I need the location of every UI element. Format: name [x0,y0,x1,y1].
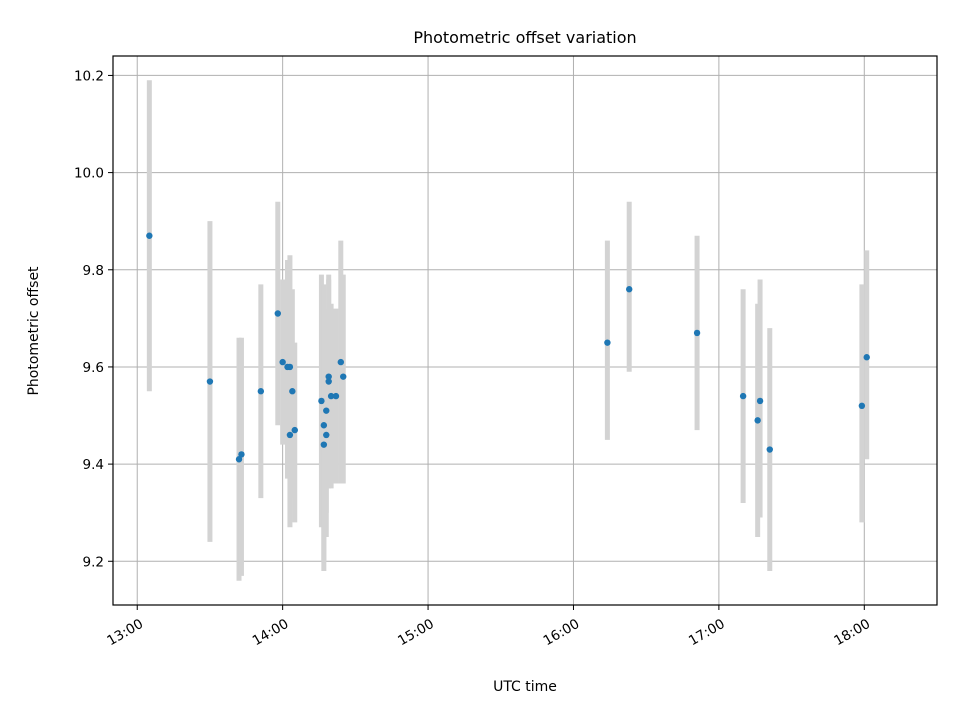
y-tick-label: 9.6 [83,360,104,376]
data-point [604,339,611,346]
data-point [325,373,332,380]
data-points [146,232,870,463]
data-point [291,426,298,434]
data-point [320,422,328,429]
data-point [286,363,294,371]
data-point [766,446,773,453]
data-point [323,407,330,414]
data-point [320,441,328,448]
plot-frame [112,55,938,606]
data-point [754,417,761,424]
data-point [238,451,245,458]
x-axis-label: UTC time [493,679,557,695]
data-point [626,286,633,293]
data-point [756,397,764,405]
data-point [274,310,281,317]
data-point [146,232,153,239]
data-point [858,402,866,410]
data-point [318,397,325,405]
data-point [325,378,332,385]
data-point [739,392,747,400]
data-point [206,378,214,385]
data-point [863,354,870,361]
data-point [340,373,347,380]
data-point [289,388,296,395]
data-point [332,392,340,400]
data-point [286,431,294,439]
y-tick-label: 9.2 [83,554,104,570]
data-point [235,456,243,463]
y-tick-label: 9.4 [83,457,104,473]
chart-title: Photometric offset variation [413,28,636,47]
y-tick-label: 10.2 [74,68,104,84]
data-point [693,329,701,337]
data-point [323,431,330,439]
data-point [279,358,286,366]
y-axis-ticks: 9.2 9.4 9.6 9.8 10.0 10.2 [74,68,113,570]
data-point [337,358,345,366]
y-tick-label: 10.0 [74,166,104,182]
data-point [327,392,335,400]
data-point [257,388,265,395]
y-tick-label: 9.8 [83,263,104,279]
y-axis-label: Photometric offset [26,266,42,396]
